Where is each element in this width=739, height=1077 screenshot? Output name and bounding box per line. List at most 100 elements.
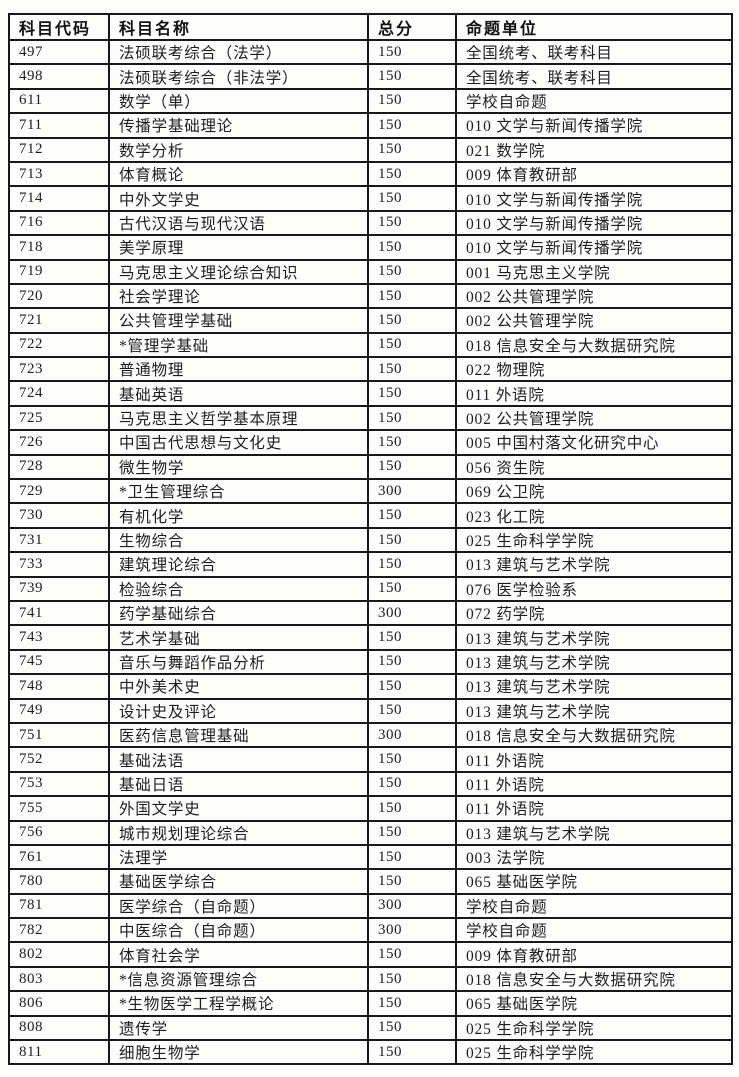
total-score-cell: 150 [367,551,457,578]
table-row: 720 社会学理论 150 002 公共管理学院 [8,282,733,310]
table-row: 780 基础医学综合 150 065 基础医学院 [8,868,733,895]
subject-name-cell: 数学（单） [108,87,369,115]
table-row: 761 法理学 150 003 法学院 [8,843,733,871]
subject-code-cell: 711 [8,112,110,139]
subject-code-cell: 811 [8,1038,110,1066]
table-row: 729 *卫生管理综合 300 069 公卫院 [8,478,733,505]
unit-cell: 010 文学与新闻传播学院 [455,209,733,237]
unit-cell: 025 生命科学学院 [455,1014,733,1042]
total-score-cell: 150 [367,941,457,968]
unit-cell: 011 外语院 [455,795,733,822]
subject-code-cell: 498 [8,63,110,90]
unit-cell: 025 生命科学学院 [455,526,733,554]
total-score-cell: 150 [367,429,457,456]
subject-name-cell: 法硕联考综合（非法学） [108,63,369,90]
subject-name-cell: *生物医学工程学概论 [108,990,369,1017]
subject-name-cell: 体育概论 [108,160,369,188]
subject-code-cell: 733 [8,551,110,578]
unit-cell: 010 文学与新闻传播学院 [455,185,733,212]
subject-code-cell: 730 [8,502,110,529]
total-score-cell: 150 [367,380,457,407]
total-score-cell: 150 [367,209,457,237]
subjects-table: 科目代码 科目名称 总分 命题单位 497 法硕联考综合（法学） 150 全国统考、联… [8,13,733,1066]
total-score-cell: 150 [367,697,457,724]
subject-code-cell: 780 [8,868,110,895]
subject-code-cell: 722 [8,331,110,359]
subject-name-cell: 艺术学基础 [108,624,369,651]
unit-cell: 003 法学院 [455,843,733,871]
table-row: 755 外国文学史 150 011 外语院 [8,795,733,822]
total-score-cell: 150 [367,63,457,90]
subject-name-cell: 检验综合 [108,575,369,603]
table-row: 718 美学原理 150 010 文学与新闻传播学院 [8,234,733,261]
table-body: 497 法硕联考综合（法学） 150 全国统考、联考科目 498 法硕联考综合（非法学） 1… [8,38,733,1066]
total-score-cell: 300 [367,721,457,749]
subject-code-cell: 497 [8,38,110,66]
table-row: 741 药学基础综合 300 072 药学院 [8,599,733,627]
unit-cell: 013 建筑与艺术学院 [455,697,733,724]
header-unit: 命题单位 [455,13,733,41]
table-row: 781 医学综合（自命题） 300 学校自命题 [8,892,733,920]
unit-cell: 011 外语院 [455,746,733,773]
table-header: 科目代码 科目名称 总分 命题单位 [8,13,733,41]
unit-cell: 025 生命科学学院 [455,1038,733,1066]
total-score-cell: 150 [367,819,457,846]
subject-code-cell: 749 [8,697,110,724]
total-score-cell: 150 [367,282,457,310]
subject-name-cell: *卫生管理综合 [108,478,369,505]
subject-name-cell: 马克思主义理论综合知识 [108,258,369,285]
total-score-cell: 150 [367,868,457,895]
total-score-cell: 300 [367,892,457,920]
subject-name-cell: 医药信息管理基础 [108,721,369,749]
total-score-cell: 150 [367,136,457,163]
subject-name-cell: 法理学 [108,843,369,871]
table-row: 714 中外文学史 150 010 文学与新闻传播学院 [8,185,733,212]
table-row: 748 中外美术史 150 013 建筑与艺术学院 [8,673,733,700]
subject-code-cell: 781 [8,892,110,920]
table-row: 782 中医综合（自命题） 300 学校自命题 [8,917,733,944]
unit-cell: 021 数学院 [455,136,733,163]
subject-name-cell: 美学原理 [108,234,369,261]
subject-name-cell: 体育社会学 [108,941,369,968]
unit-cell: 全国统考、联考科目 [455,63,733,90]
table-row: 611 数学（单） 150 学校自命题 [8,87,733,115]
subject-name-cell: 城市规划理论综合 [108,819,369,846]
table-row: 808 遗传学 150 025 生命科学学院 [8,1014,733,1042]
unit-cell: 065 基础医学院 [455,990,733,1017]
table-row: 724 基础英语 150 011 外语院 [8,380,733,407]
total-score-cell: 150 [367,1038,457,1066]
total-score-cell: 150 [367,746,457,773]
total-score-cell: 150 [367,990,457,1017]
subject-code-cell: 756 [8,819,110,846]
total-score-cell: 150 [367,258,457,285]
unit-cell: 005 中国村落文化研究中心 [455,429,733,456]
table-row: 749 设计史及评论 150 013 建筑与艺术学院 [8,697,733,724]
table-row: 806 *生物医学工程学概论 150 065 基础医学院 [8,990,733,1017]
table-row: 713 体育概论 150 009 体育教研部 [8,160,733,188]
subject-code-cell: 718 [8,234,110,261]
subject-name-cell: 医学综合（自命题） [108,892,369,920]
subject-code-cell: 723 [8,356,110,383]
unit-cell: 013 建筑与艺术学院 [455,648,733,676]
table-row: 803 *信息资源管理综合 150 018 信息安全与大数据研究院 [8,965,733,993]
subject-code-cell: 713 [8,160,110,188]
table-row: 716 古代汉语与现代汉语 150 010 文学与新闻传播学院 [8,209,733,237]
subject-name-cell: 基础法语 [108,746,369,773]
subject-code-cell: 751 [8,721,110,749]
total-score-cell: 300 [367,478,457,505]
subject-name-cell: 外国文学史 [108,795,369,822]
subject-name-cell: 中医综合（自命题） [108,917,369,944]
total-score-cell: 150 [367,307,457,334]
subject-code-cell: 721 [8,307,110,334]
unit-cell: 011 外语院 [455,770,733,798]
subject-name-cell: 数学分析 [108,136,369,163]
subject-name-cell: 法硕联考综合（法学） [108,38,369,66]
subject-name-cell: 公共管理学基础 [108,307,369,334]
total-score-cell: 150 [367,502,457,529]
unit-cell: 018 信息安全与大数据研究院 [455,721,733,749]
subject-name-cell: 设计史及评论 [108,697,369,724]
unit-cell: 002 公共管理学院 [455,282,733,310]
table-row: 730 有机化学 150 023 化工院 [8,502,733,529]
subject-code-cell: 782 [8,917,110,944]
